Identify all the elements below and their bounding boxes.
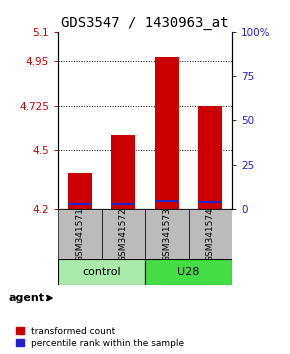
Text: GSM341574: GSM341574 (206, 207, 215, 262)
Bar (58, 259, 145, 285)
Bar (155, 57, 179, 209)
Bar (145, 259, 232, 285)
Bar (102, 209, 145, 260)
Legend: transformed count, percentile rank within the sample: transformed count, percentile rank withi… (16, 327, 185, 348)
Bar (111, 202, 135, 205)
Text: GSM341572: GSM341572 (119, 207, 128, 262)
Text: GDS3547 / 1430963_at: GDS3547 / 1430963_at (61, 16, 229, 30)
Text: U28: U28 (177, 267, 200, 277)
Text: control: control (82, 267, 121, 277)
Bar (155, 200, 179, 202)
Bar (145, 209, 188, 260)
Bar (68, 203, 92, 205)
Bar (188, 209, 232, 260)
Text: agent: agent (9, 293, 45, 303)
Bar (58, 209, 102, 260)
Bar (198, 105, 222, 209)
Text: GSM341573: GSM341573 (162, 207, 171, 262)
Bar (68, 173, 92, 209)
Bar (198, 201, 222, 203)
Text: GSM341571: GSM341571 (75, 207, 84, 262)
Bar (111, 135, 135, 209)
